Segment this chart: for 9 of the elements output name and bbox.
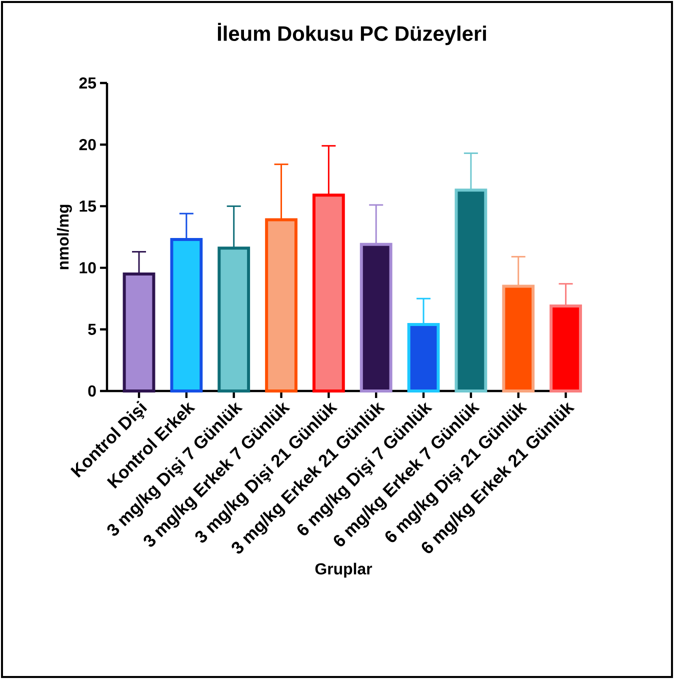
- y-axis-title: nmol/mg: [56, 204, 72, 270]
- y-tick-label: 20: [79, 138, 96, 150]
- y-tick-label: 25: [79, 77, 96, 89]
- y-tick-label: 15: [80, 200, 96, 212]
- y-tick-label: 0: [88, 385, 96, 397]
- y-tick-label: 5: [88, 324, 96, 335]
- x-axis-title: Gruplar: [315, 562, 372, 578]
- chart-title: İleum Dokusu PC Düzeyleri: [218, 22, 486, 46]
- y-tick-label: 10: [80, 262, 96, 274]
